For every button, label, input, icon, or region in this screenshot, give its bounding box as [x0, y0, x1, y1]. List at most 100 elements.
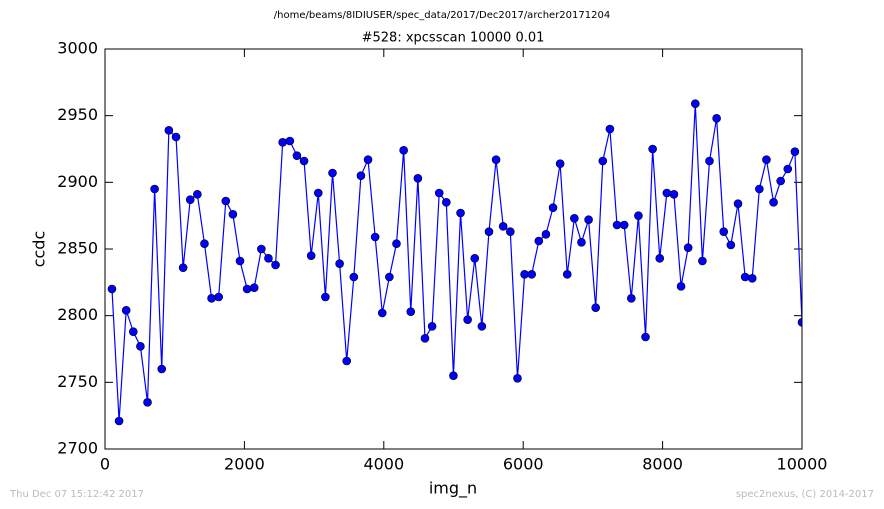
data-point: [107, 284, 117, 294]
data-point: [249, 283, 259, 292]
data-point: [370, 232, 380, 242]
data-point: [577, 238, 586, 247]
data-point: [762, 155, 771, 164]
data-point: [420, 334, 430, 343]
data-point: [463, 315, 472, 324]
x-tick-label: 0: [100, 455, 110, 474]
data-point: [698, 256, 707, 266]
data-point: [114, 416, 124, 426]
data-point: [313, 188, 323, 198]
y-tick-label: 2750: [57, 372, 98, 391]
data-point: [605, 124, 615, 134]
y-tick-label: 2950: [57, 105, 98, 124]
y-tick-label: 2900: [57, 172, 98, 191]
data-point: [257, 244, 266, 254]
data-point: [221, 196, 231, 206]
data-point: [797, 318, 802, 327]
data-point: [164, 126, 174, 135]
data-point: [534, 236, 544, 246]
data-point: [392, 239, 401, 248]
data-point: [747, 274, 757, 283]
data-point: [449, 371, 458, 380]
data-point: [740, 272, 750, 282]
data-point: [235, 256, 245, 266]
y-tick-label: 2700: [57, 439, 98, 458]
data-point: [641, 332, 650, 342]
data-point: [228, 210, 238, 219]
data-point: [299, 156, 309, 166]
x-tick-label: 4000: [363, 455, 404, 474]
data-point: [555, 159, 565, 168]
data-point: [335, 259, 344, 268]
y-tick-label: 2850: [57, 239, 98, 258]
data-point: [477, 322, 487, 331]
data-point: [185, 195, 195, 204]
data-point: [612, 220, 622, 230]
data-point: [591, 303, 600, 312]
data-point: [498, 222, 508, 231]
data-point: [377, 308, 387, 318]
data-point: [143, 398, 152, 407]
data-point: [128, 327, 138, 336]
plot-frame: [104, 48, 803, 450]
data-point: [342, 356, 352, 366]
data-point: [598, 156, 608, 166]
data-point: [157, 364, 167, 374]
data-point: [562, 270, 572, 279]
data-point: [406, 307, 416, 316]
data-point: [662, 188, 672, 198]
data-point: [136, 342, 145, 351]
data-point: [683, 243, 693, 252]
header: /home/beams/8IDIUSER/spec_data/2017/Dec2…: [274, 10, 610, 21]
data-point: [470, 254, 480, 263]
x-tick-label: 6000: [503, 455, 544, 474]
data-point: [150, 184, 159, 194]
data-point: [655, 254, 665, 263]
data-point: [271, 260, 280, 270]
y-tick-label: 2800: [57, 305, 98, 324]
data-point: [790, 147, 800, 156]
data-point: [278, 138, 287, 147]
data-point: [776, 176, 785, 186]
x-tick-label: 8000: [642, 455, 683, 474]
data-point: [548, 203, 558, 212]
data-point: [634, 211, 643, 220]
data-point: [733, 199, 743, 208]
data-point: [712, 114, 721, 123]
data-point: [541, 230, 551, 239]
data-point: [363, 155, 373, 164]
data-point: [491, 155, 501, 164]
data-point: [506, 227, 515, 236]
data-point: [783, 164, 793, 174]
data-point: [413, 174, 423, 183]
data-point: [178, 263, 188, 272]
data-point: [121, 306, 131, 315]
data-point: [193, 190, 202, 199]
data-point: [705, 156, 714, 166]
data-point: [627, 294, 636, 303]
x-axis-label: img_n: [429, 479, 477, 499]
data-point: [584, 215, 593, 224]
data-point: [306, 251, 316, 260]
y-tick-label: 3000: [57, 39, 98, 58]
data-point: [456, 208, 465, 218]
footer-right: spec2nexus, (C) 2014-2017: [736, 489, 874, 500]
data-point: [349, 272, 359, 282]
chart-title: #528: xpcsscan 10000 0.01: [362, 31, 545, 46]
data-point: [570, 214, 579, 223]
data-point: [171, 132, 181, 142]
data-point: [207, 294, 216, 303]
data-point: [242, 284, 252, 294]
data-point: [200, 239, 209, 248]
data-point: [719, 227, 729, 236]
data-point: [513, 374, 522, 383]
data-point: [755, 184, 764, 194]
data-point: [669, 190, 679, 199]
data-point: [484, 227, 494, 236]
data-point: [292, 151, 302, 160]
data-point: [328, 168, 337, 178]
data-point: [385, 272, 394, 282]
data-point: [648, 144, 657, 154]
data-point: [285, 136, 295, 146]
data-point: [442, 198, 451, 207]
